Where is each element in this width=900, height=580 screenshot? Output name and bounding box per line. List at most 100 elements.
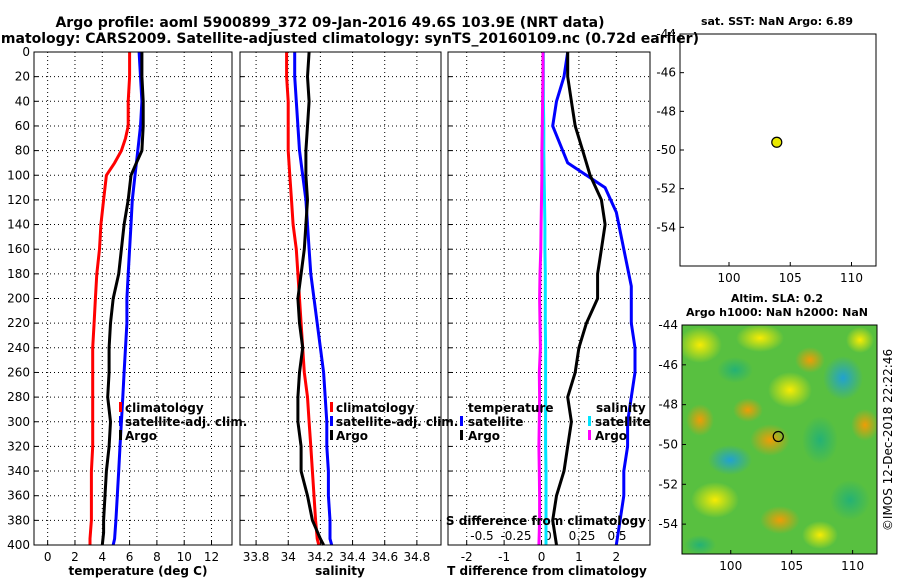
series-line-argo xyxy=(100,52,145,546)
y-tick-label: 120 xyxy=(7,193,30,207)
x-tick-label: 2 xyxy=(613,550,621,564)
map-y-tick-label: -46 xyxy=(656,66,676,80)
difference-legend: temperature satellite Argo salinity sate… xyxy=(460,401,650,443)
top-x-tick-label: 0.25 xyxy=(569,529,596,543)
y-tick-label: 180 xyxy=(7,267,30,281)
map-y-tick-label: -48 xyxy=(656,104,676,118)
y-tick-label: 160 xyxy=(7,242,30,256)
x-tick-label: 6 xyxy=(126,550,134,564)
y-tick-label: 200 xyxy=(7,292,30,306)
legend-swatch-climatology xyxy=(119,402,122,412)
map-y-tick-label: -52 xyxy=(656,182,676,196)
x-tick-label: 0 xyxy=(44,550,52,564)
legend-swatch-argo xyxy=(330,430,333,440)
top-x-tick-label: 0 xyxy=(544,529,552,543)
map-x-tick-label: 105 xyxy=(779,271,802,285)
sla-map-subtitle: Argo h1000: NaN h2000: NaN xyxy=(686,306,868,319)
map-y-tick-label: -52 xyxy=(658,477,678,491)
map-y-tick-label: -54 xyxy=(658,517,678,531)
sla-map-panel: Altim. SLA: 0.2 Argo h1000: NaN h2000: N… xyxy=(658,292,895,573)
plot-frame xyxy=(239,51,442,546)
sla-map-title: Altim. SLA: 0.2 xyxy=(731,292,823,305)
temperature-axis-label: temperature (deg C) xyxy=(69,564,208,578)
map-x-tick-label: 105 xyxy=(780,559,803,573)
legend-swatch-satellite xyxy=(330,416,333,426)
legend-swatch-satellite xyxy=(119,416,122,426)
series-line-s-satellite xyxy=(541,52,548,545)
y-tick-label: 360 xyxy=(7,489,30,503)
y-tick-label: 80 xyxy=(15,144,30,158)
x-tick-label: 34.4 xyxy=(339,550,366,564)
salinity-axis-label: salinity xyxy=(315,564,365,578)
y-tick-label: 260 xyxy=(7,365,30,379)
y-tick-label: 400 xyxy=(7,538,30,552)
x-tick-label: 33.8 xyxy=(243,550,270,564)
legend-label-argo: Argo xyxy=(336,429,368,443)
difference-panel: -2 -1 0 1 2-0.5 -0.25 0 0.25 0.5 xyxy=(447,51,651,564)
legend-label-satellite: satellite-adj. clim. xyxy=(125,415,247,429)
y-tick-label: 100 xyxy=(7,168,30,182)
sst-map-title: sat. SST: NaN Argo: 6.89 xyxy=(701,15,853,28)
y-tick-label: 0 xyxy=(22,45,30,59)
y-tick-label: 280 xyxy=(7,390,30,404)
sla-map-frame xyxy=(681,324,878,555)
y-tick-label: 40 xyxy=(15,94,30,108)
plot-frame xyxy=(447,51,651,546)
legend-swatch-climatology xyxy=(330,402,333,412)
map-y-tick-label: -44 xyxy=(658,318,678,332)
x-tick-label: 12 xyxy=(204,550,219,564)
x-tick-label: 1 xyxy=(575,550,583,564)
sst-map-panel: sat. SST: NaN Argo: 6.89 100 105 110 -44 -46… xyxy=(656,15,877,285)
series-line-satellite-adj-clim xyxy=(293,52,334,546)
series-line-s-argo xyxy=(537,52,545,546)
salinity-panel: 33.8 34 34.2 34.4 34.6 34.8 xyxy=(239,51,442,564)
legend-swatch-argo xyxy=(119,430,122,440)
x-tick-label: 0 xyxy=(538,550,546,564)
series-line-climatology xyxy=(285,52,321,546)
temperature-legend: climatology satellite-adj. clim. Argo xyxy=(119,401,247,443)
map-y-tick-label: -44 xyxy=(656,27,676,41)
legend-swatch-s-argo xyxy=(588,430,591,440)
map-y-tick-label: -54 xyxy=(656,220,676,234)
legend-swatch-s-satellite xyxy=(588,416,591,426)
series-line-satellite-adj-clim xyxy=(111,51,144,546)
y-tick-label: 380 xyxy=(7,513,30,527)
legend-swatch-t-satellite xyxy=(460,416,463,426)
x-tick-label: 34 xyxy=(281,550,296,564)
series-line-t-argo xyxy=(551,52,607,546)
figure-title-line1: Argo profile: aoml 5900899_372 09-Jan-20… xyxy=(55,15,604,31)
legend-label-climatology: climatology xyxy=(125,401,204,415)
legend-swatch-t-argo xyxy=(460,430,463,440)
x-tick-label: 34.8 xyxy=(404,550,431,564)
sla-heatmap xyxy=(682,325,877,554)
series-line-climatology xyxy=(88,52,132,545)
x-tick-label: 2 xyxy=(71,550,79,564)
top-x-tick-label: -0.5 xyxy=(470,529,493,543)
temperature-panel: 0204060801001201401601802002202402602803… xyxy=(7,45,233,564)
legend-label-s-argo: Argo xyxy=(595,429,627,443)
map-x-tick-label: 110 xyxy=(841,559,864,573)
y-tick-label: 320 xyxy=(7,439,30,453)
legend-title-salinity: salinity xyxy=(596,401,646,415)
series-line-t-satellite xyxy=(551,51,637,546)
difference-axis-label: T difference from climatology xyxy=(447,564,647,578)
x-tick-label: 34.2 xyxy=(307,550,334,564)
y-tick-label: 220 xyxy=(7,316,30,330)
x-tick-label: 8 xyxy=(153,550,161,564)
map-y-tick-label: -48 xyxy=(658,398,678,412)
map-x-tick-label: 100 xyxy=(718,271,741,285)
map-y-tick-label: -50 xyxy=(658,437,678,451)
top-x-tick-label: -0.25 xyxy=(500,529,531,543)
y-tick-label: 300 xyxy=(7,415,30,429)
legend-label-s-satellite: satellite xyxy=(595,415,650,429)
plot-frame xyxy=(33,51,233,546)
legend-label-climatology: climatology xyxy=(336,401,415,415)
argo-position-marker xyxy=(772,430,784,443)
argo-position-marker xyxy=(771,136,783,148)
legend-label-argo: Argo xyxy=(125,429,157,443)
sst-map-frame xyxy=(679,33,877,267)
map-x-tick-label: 100 xyxy=(719,559,742,573)
map-x-tick-label: 110 xyxy=(840,271,863,285)
x-tick-label: 10 xyxy=(177,550,192,564)
